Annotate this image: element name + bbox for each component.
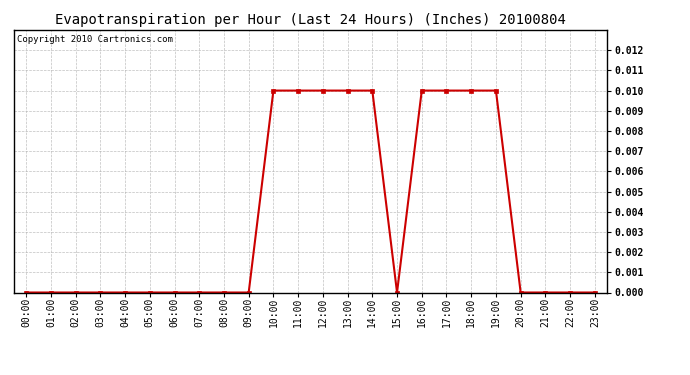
Text: Copyright 2010 Cartronics.com: Copyright 2010 Cartronics.com xyxy=(17,35,172,44)
Title: Evapotranspiration per Hour (Last 24 Hours) (Inches) 20100804: Evapotranspiration per Hour (Last 24 Hou… xyxy=(55,13,566,27)
